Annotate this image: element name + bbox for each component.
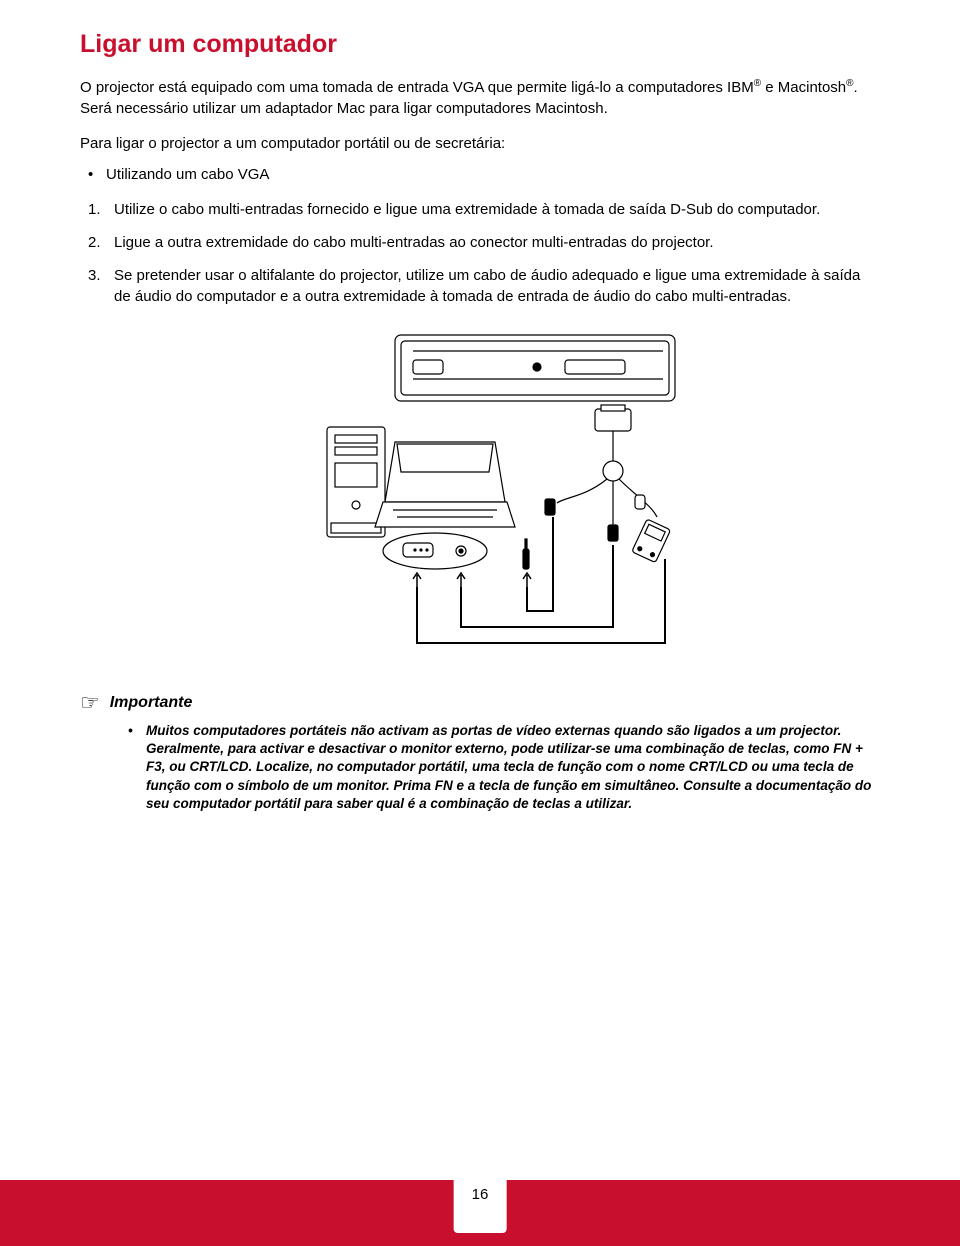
note-title: Importante — [110, 694, 193, 712]
reg-mark-1: ® — [754, 78, 761, 89]
step-2-text: Ligue a outra extremidade do cabo multi-… — [114, 234, 714, 251]
step-3: 3. Se pretender usar o altifalante do pr… — [88, 265, 880, 307]
important-note: ☞ Importante Muitos computadores portáte… — [80, 692, 880, 813]
step-2: 2. Ligue a outra extremidade do cabo mul… — [88, 232, 880, 253]
note-body-text: Muitos computadores portáteis não activa… — [128, 722, 880, 813]
numbered-list: 1. Utilize o cabo multi-entradas forneci… — [88, 199, 880, 307]
page-title: Ligar um computador — [80, 30, 880, 59]
intro-paragraph: O projector está equipado com uma tomada… — [80, 77, 880, 119]
bullet-item-1: Utilizando um cabo VGA — [88, 164, 880, 185]
page-footer: 16 — [0, 1180, 960, 1246]
step-1-text: Utilize o cabo multi-entradas fornecido … — [114, 201, 820, 218]
intro-text-2: e Macintosh — [761, 79, 846, 96]
bullet-list: Utilizando um cabo VGA — [88, 164, 880, 185]
step-3-number: 3. — [88, 265, 101, 286]
reg-mark-2: ® — [846, 78, 853, 89]
intro-text-1: O projector está equipado com uma tomada… — [80, 79, 754, 96]
subheading: Para ligar o projector a um computador p… — [80, 133, 880, 154]
step-1: 1. Utilize o cabo multi-entradas forneci… — [88, 199, 880, 220]
diagram-svg — [265, 327, 695, 657]
connection-diagram — [80, 327, 880, 662]
step-2-number: 2. — [88, 232, 101, 253]
step-1-number: 1. — [88, 199, 101, 220]
page-number: 16 — [454, 1180, 507, 1233]
hand-point-icon: ☞ — [80, 692, 100, 714]
step-3-text: Se pretender usar o altifalante do proje… — [114, 267, 860, 305]
